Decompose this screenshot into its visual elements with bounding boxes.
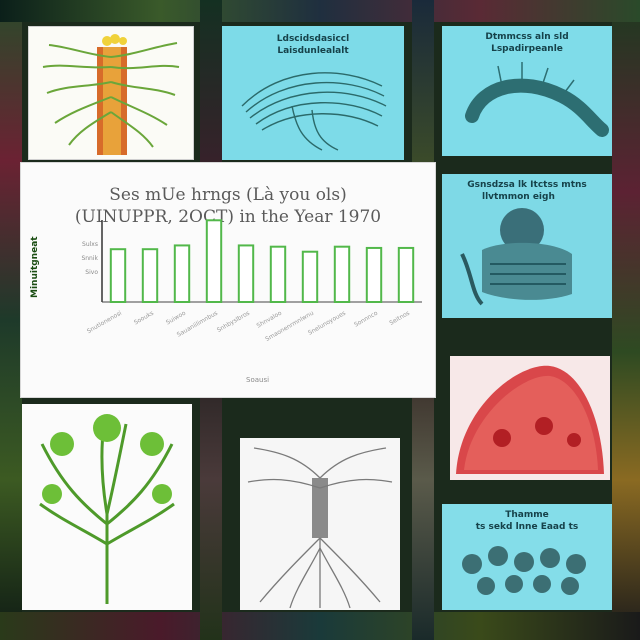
- background-strip-bottom: [0, 612, 640, 640]
- illustration-tile-bottom-right: Thamme ts sekd lnne Eaad ts: [442, 504, 612, 610]
- bar: [365, 246, 383, 303]
- bar: [333, 245, 351, 303]
- bar: [269, 245, 287, 303]
- x-tick-label: Snhbyslbros: [216, 310, 251, 334]
- fern-illustration-icon: [39, 414, 175, 604]
- creature-illustration-icon: [465, 62, 609, 137]
- illustration-tile-bottom-left: [22, 404, 192, 610]
- tile-caption: Dtmmcss aln sld: [485, 32, 569, 42]
- y-tick-label: Snnik: [81, 255, 98, 262]
- chart-x-axis-label: Soausi: [246, 376, 270, 384]
- bar: [109, 248, 127, 303]
- tile-caption-2: ts sekd lnne Eaad ts: [475, 522, 579, 532]
- background-strip-left: [0, 0, 22, 640]
- x-tick-label: Snutlonenosi: [86, 310, 123, 336]
- feather-illustration-icon: [241, 72, 387, 151]
- tile-caption: Gsnsdzsa lk Itctss mtns: [467, 180, 587, 190]
- x-tick-label: Seitnos: [388, 310, 411, 327]
- chart-title-line-1: Ses mUe hrngs (Là you ols): [109, 185, 347, 205]
- tile-caption: Ldscidsdasiccl: [276, 34, 350, 44]
- tile-caption-2: Laisdunlealalt: [277, 46, 349, 56]
- illustration-tile-top-middle: Ldscidsdasiccl Laisdunlealalt: [222, 26, 404, 160]
- cluster-illustration-icon: [462, 546, 586, 595]
- illustration-tile-top-right: Dtmmcss aln sld Lspadirpeanle: [442, 26, 612, 156]
- x-tick-label: Sonnnco: [353, 310, 379, 329]
- illustration-tile-red-cell: [450, 356, 610, 480]
- y-tick-label: Sulxs: [82, 241, 98, 248]
- x-tick-label: Shnvaloo: [256, 310, 284, 330]
- bar: [205, 219, 223, 303]
- illustration-tile-top-left: [28, 26, 194, 160]
- bar: [301, 250, 319, 303]
- y-tick-label: Sivo: [85, 269, 98, 276]
- bar: [237, 244, 255, 304]
- cell-illustration-icon: [456, 365, 604, 474]
- bar: [397, 246, 415, 303]
- x-tick-label: Suiwoo: [165, 310, 187, 327]
- tile-caption-2: llvtmmon eigh: [482, 192, 555, 202]
- bar: [173, 244, 191, 304]
- root-illustration-icon: [42, 34, 180, 155]
- illustration-tile-right-middle: Gsnsdzsa lk Itctss mtns llvtmmon eigh: [442, 174, 612, 318]
- roots-illustration-icon: [247, 447, 393, 609]
- anatomy-illustration-icon: [460, 208, 572, 306]
- bar: [141, 248, 159, 303]
- background-strip-right: [612, 0, 640, 640]
- x-tick-label: Soouks: [133, 310, 155, 327]
- illustration-tile-bottom-middle: [240, 438, 400, 610]
- tile-caption-2: Lspadirpeanle: [491, 44, 563, 54]
- background-strip-top: [0, 0, 640, 22]
- tile-caption: Thamme: [505, 510, 549, 520]
- chart-title: Ses mUe hrngs (Là you ols) (UINUPPR, 2OC…: [22, 184, 434, 228]
- chart-title-line-2: (UINUPPR, 2OCT) in the Year 1970: [74, 207, 382, 227]
